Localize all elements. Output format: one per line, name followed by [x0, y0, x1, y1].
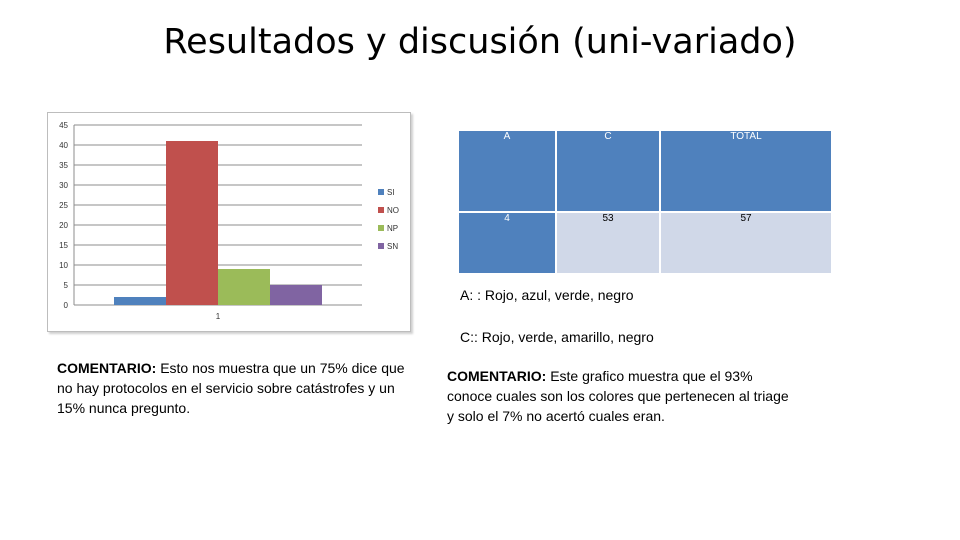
- chart-svg: 0 5 10 15 20 25 30 35 40 45 1 SI NO NP SN: [59, 121, 399, 321]
- table-header-c: C: [555, 129, 661, 213]
- legend-swatch-no: [378, 207, 384, 213]
- bar-no: [166, 141, 218, 305]
- legend-label-np: NP: [387, 224, 398, 233]
- legend-label-si: SI: [387, 188, 395, 197]
- legend-swatch-si: [378, 189, 384, 195]
- data-table: A C TOTAL 4 53 57: [457, 129, 833, 275]
- comment-right-text: Este grafico muestra que el 93% conoce c…: [447, 368, 789, 424]
- table-header-row: A C TOTAL: [457, 129, 833, 213]
- y-tick-label: 5: [64, 281, 69, 290]
- note-a: A: : Rojo, azul, verde, negro: [460, 287, 634, 303]
- y-tick-label: 35: [59, 161, 68, 170]
- bar-si: [114, 297, 166, 305]
- y-tick-label: 10: [59, 261, 68, 270]
- x-tick-label: 1: [216, 312, 221, 321]
- table-cell-c: 53: [555, 211, 661, 275]
- y-tick-label: 25: [59, 201, 68, 210]
- legend-label-sn: SN: [387, 242, 398, 251]
- bar-np: [218, 269, 270, 305]
- comment-left-text: Esto nos muestra que un 75% dice que no …: [57, 360, 405, 416]
- comment-right-label: COMENTARIO:: [447, 368, 547, 384]
- comment-right: COMENTARIO: Este grafico muestra que el …: [447, 366, 797, 426]
- table-cell-total: 57: [659, 211, 833, 275]
- y-tick-label: 40: [59, 141, 68, 150]
- comment-left: COMENTARIO: Esto nos muestra que un 75% …: [57, 358, 407, 418]
- slide-title: Resultados y discusión (uni-variado): [163, 22, 797, 62]
- table-cell-a: 4: [457, 211, 557, 275]
- comment-left-label: COMENTARIO:: [57, 360, 157, 376]
- legend-swatch-sn: [378, 243, 384, 249]
- y-tick-label: 30: [59, 181, 68, 190]
- table-header-total: TOTAL: [659, 129, 833, 213]
- y-tick-label: 0: [64, 301, 69, 310]
- legend-swatch-np: [378, 225, 384, 231]
- bar-chart: 0 5 10 15 20 25 30 35 40 45 1 SI NO NP SN: [47, 112, 411, 332]
- bar-sn: [270, 285, 322, 305]
- table-row: 4 53 57: [457, 211, 833, 275]
- y-tick-label: 45: [59, 121, 68, 130]
- legend-label-no: NO: [387, 206, 399, 215]
- table-header-a: A: [457, 129, 557, 213]
- y-tick-label: 20: [59, 221, 68, 230]
- y-tick-label: 15: [59, 241, 68, 250]
- note-c: C:: Rojo, verde, amarillo, negro: [460, 329, 654, 345]
